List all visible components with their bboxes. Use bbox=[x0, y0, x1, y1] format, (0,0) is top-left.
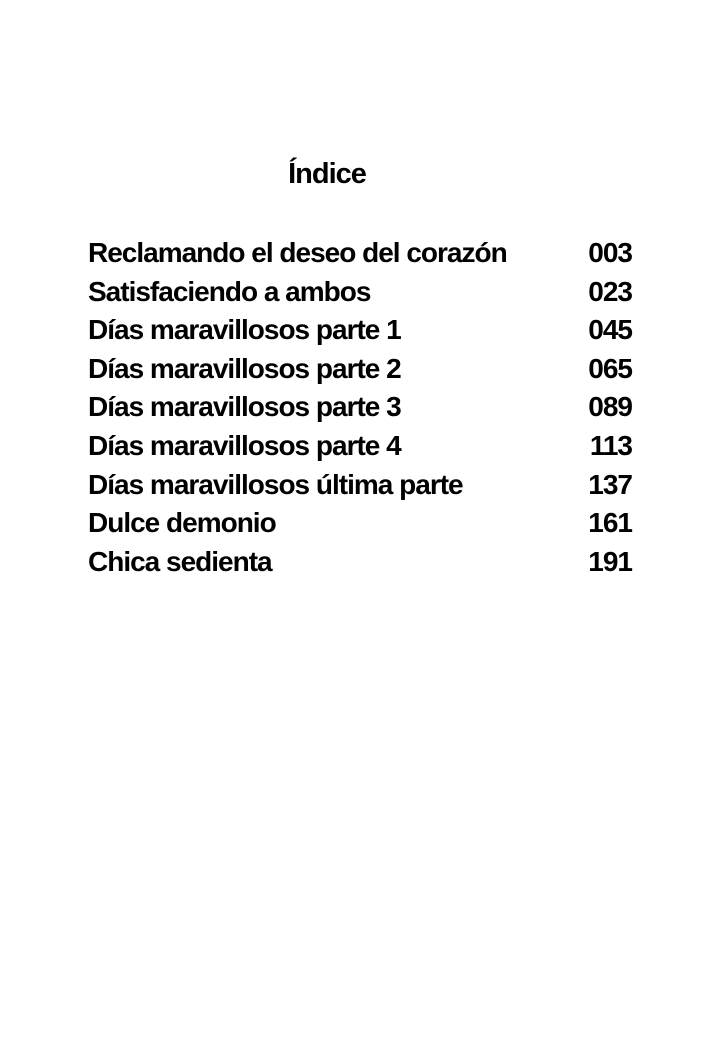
toc-entry: Días maravillosos última parte 137 bbox=[88, 466, 633, 505]
toc-entry: Días maravillosos parte 1 045 bbox=[88, 311, 633, 350]
toc-entry-title: Días maravillosos última parte bbox=[88, 468, 464, 500]
toc-entry-page: 089 bbox=[588, 391, 633, 423]
toc-entry-title: Dulce demonio bbox=[88, 507, 277, 539]
toc-entry-title: Chica sedienta bbox=[88, 545, 273, 577]
toc-entry-page: 161 bbox=[588, 507, 633, 539]
toc-entry-page: 137 bbox=[588, 468, 633, 500]
page-title: Índice bbox=[288, 158, 367, 190]
toc-entry: Días maravillosos parte 2 065 bbox=[88, 350, 633, 389]
toc-entry-page: 113 bbox=[589, 429, 633, 461]
toc-entry-title: Días maravillosos parte 2 bbox=[88, 352, 402, 384]
toc-entry-page: 065 bbox=[588, 352, 633, 384]
toc-entry-title: Días maravillosos parte 3 bbox=[88, 391, 402, 423]
toc-entry: Chica sedienta 191 bbox=[88, 543, 633, 582]
toc-entry: Días maravillosos parte 3 089 bbox=[88, 388, 633, 427]
toc-entry-page: 003 bbox=[588, 237, 633, 268]
toc-entry-page: 191 bbox=[588, 545, 633, 577]
toc-entry-title: Días maravillosos parte 4 bbox=[88, 429, 402, 461]
toc-entry-title: Días maravillosos parte 1 bbox=[88, 314, 402, 346]
toc-entry: Satisfaciendo a ambos 023 bbox=[88, 273, 633, 312]
toc-entry: Reclamando el deseo del corazón 003 bbox=[88, 234, 633, 273]
toc-entry-page: 045 bbox=[588, 314, 633, 346]
toc-entry: Dulce demonio 161 bbox=[88, 504, 633, 543]
toc-entry: Días maravillosos parte 4 113 bbox=[88, 427, 633, 466]
toc-entry-title: Satisfaciendo a ambos bbox=[88, 275, 371, 307]
toc-entry-page: 023 bbox=[588, 275, 633, 307]
toc-entry-title: Reclamando el deseo del corazón bbox=[88, 237, 508, 268]
table-of-contents: Reclamando el deseo del corazón 003 Satis… bbox=[88, 234, 633, 582]
